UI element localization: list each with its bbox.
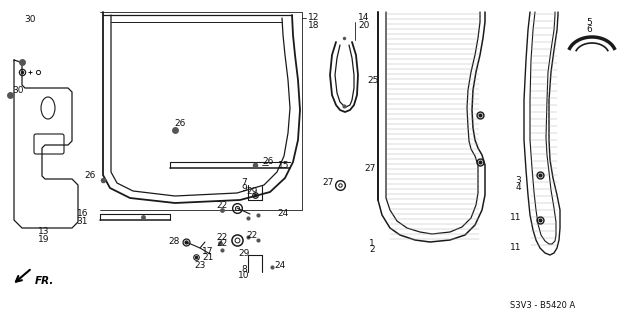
- Text: 21: 21: [202, 253, 214, 262]
- Text: 25: 25: [367, 76, 379, 84]
- Text: 22: 22: [217, 201, 227, 210]
- Text: 11: 11: [509, 213, 521, 222]
- Text: 29: 29: [246, 188, 257, 196]
- Text: 26: 26: [175, 118, 186, 127]
- Text: 26: 26: [85, 171, 96, 180]
- Text: 28: 28: [169, 236, 180, 245]
- Text: 18: 18: [308, 20, 320, 29]
- Text: 30: 30: [13, 85, 24, 94]
- Text: 12: 12: [308, 12, 320, 21]
- Text: 16: 16: [77, 210, 88, 219]
- Text: 22: 22: [246, 230, 257, 239]
- Text: 2: 2: [369, 245, 375, 254]
- Text: 29: 29: [238, 249, 250, 258]
- Text: 14: 14: [358, 12, 369, 21]
- Text: 22: 22: [217, 233, 227, 242]
- Text: 11: 11: [509, 243, 521, 252]
- Text: 19: 19: [38, 236, 50, 244]
- Text: 5: 5: [586, 18, 592, 27]
- Text: 1: 1: [369, 238, 375, 247]
- Text: 6: 6: [586, 25, 592, 34]
- Text: 26: 26: [262, 156, 273, 165]
- Text: 23: 23: [194, 261, 206, 270]
- Text: 31: 31: [77, 217, 88, 226]
- Text: S3V3 - B5420 A: S3V3 - B5420 A: [510, 300, 575, 309]
- Text: 13: 13: [38, 228, 50, 236]
- Text: 24: 24: [274, 260, 286, 269]
- Text: 10: 10: [238, 271, 250, 281]
- Text: 30: 30: [24, 14, 36, 23]
- Text: FR.: FR.: [35, 276, 55, 286]
- Text: 27: 27: [323, 178, 334, 187]
- Text: 8: 8: [241, 265, 247, 274]
- Text: 4: 4: [516, 182, 521, 191]
- Text: 15: 15: [278, 161, 290, 170]
- Text: 22: 22: [217, 239, 227, 249]
- Text: 9: 9: [241, 183, 247, 193]
- Text: 20: 20: [358, 20, 369, 29]
- Text: 17: 17: [202, 246, 214, 255]
- Text: 3: 3: [515, 175, 521, 185]
- Text: 7: 7: [241, 178, 247, 187]
- Text: 27: 27: [364, 164, 376, 172]
- Text: 24: 24: [278, 209, 289, 218]
